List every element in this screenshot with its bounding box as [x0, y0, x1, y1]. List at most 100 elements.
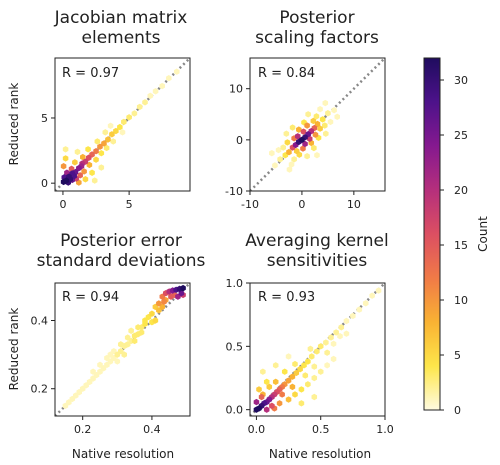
hexbin-cell	[289, 373, 296, 380]
hexbin-cell	[300, 128, 307, 135]
x-tick-label: -10	[241, 198, 259, 211]
hexbin-cell	[161, 298, 167, 305]
hexbin-cell	[314, 120, 321, 128]
hexbin-cell	[356, 306, 363, 313]
hexbin-cell	[305, 358, 311, 365]
hexbin-cell	[60, 163, 67, 170]
hexbin-cell	[311, 144, 317, 152]
hexbin-cell	[302, 372, 309, 379]
hexbin-cell	[280, 144, 286, 151]
panel-title-line1: Posterior	[279, 8, 354, 28]
hexbin-cell	[173, 68, 180, 75]
hexbin-cell	[269, 402, 275, 410]
y-tick-label: 5	[41, 112, 48, 125]
hexbin-cell	[109, 131, 115, 138]
plot-area: 0.2 0.4 0.2 0.4	[31, 282, 191, 436]
hexbin-cell	[107, 351, 114, 358]
y-axis-label: Reduced rank	[7, 308, 21, 391]
hexbin-cell	[97, 361, 103, 369]
hexbin-cell	[131, 337, 138, 345]
x-tick-label: 0.0	[248, 423, 266, 436]
hexbin-cell	[305, 381, 311, 388]
hexbin-layer	[55, 58, 190, 191]
hexbin-cell	[317, 343, 324, 350]
hexbin-cell	[121, 118, 127, 126]
hexbin-cell	[263, 406, 270, 413]
hexbin-cell	[300, 145, 306, 152]
hexbin-layer	[55, 283, 190, 416]
hexbin-cell	[277, 156, 283, 163]
x-tick-label: 1.0	[376, 423, 394, 436]
hexbin-cell	[272, 378, 279, 385]
hexbin-cell	[286, 166, 293, 173]
hexbin-cell	[119, 129, 126, 136]
colorbar-tick-label: 5	[454, 349, 461, 362]
hexbin-cell	[311, 393, 318, 401]
correlation-label: R = 0.94	[62, 290, 119, 305]
hexbin-cell	[343, 317, 350, 325]
hexbin-cell	[89, 169, 95, 176]
hexbin-cell	[312, 131, 319, 138]
hexbin-cell	[72, 159, 78, 166]
y-tick-label: -10	[225, 185, 243, 198]
hexbin-cell	[102, 129, 109, 136]
hexbin-cell	[168, 293, 174, 300]
hexbin-cell	[322, 99, 329, 107]
panel-title-line1: Jacobian matrix	[54, 8, 188, 28]
correlation-label: R = 0.97	[62, 66, 119, 81]
hexbin-cell	[263, 378, 270, 385]
hexbin-cell	[311, 374, 318, 382]
hexbin-cell	[76, 164, 82, 172]
hexbin-cell	[138, 329, 145, 336]
y-tick-label: 0	[236, 134, 243, 147]
hexbin-cell	[317, 125, 323, 132]
plot-area: 0.0 0.5 1.0 0.0 0.5 1.0	[226, 277, 394, 436]
colorbar: 0 5 10 15 20 25 30 Count	[423, 57, 490, 417]
hexbin-cell	[62, 155, 69, 162]
hexbin-cell	[323, 339, 329, 346]
hexbin-cell	[110, 138, 117, 145]
hexbin-cell	[90, 368, 96, 375]
hexbin-cell	[291, 156, 297, 163]
plot-area: -10 0 10 -10 0 10	[225, 57, 386, 211]
plot-frame	[54, 57, 191, 192]
panel-title-line2: standard deviations	[37, 251, 206, 271]
colorbar-tick-label: 25	[454, 129, 468, 142]
hexbin-cell	[302, 140, 308, 148]
y-tick-label: 0.2	[31, 383, 49, 396]
hexbin-cell	[82, 176, 89, 183]
hexbin-cell	[308, 353, 315, 360]
hexbin-cell	[285, 353, 292, 360]
panel-title-line2: scaling factors	[255, 28, 379, 48]
hexbin-cell	[62, 402, 69, 409]
x-tick-label: 0.2	[74, 423, 92, 436]
hexbin-cell	[330, 340, 337, 347]
hexbin-cell	[114, 351, 121, 358]
hexbin-cell	[260, 368, 266, 375]
hexbin-cell	[284, 139, 291, 146]
hexbin-cell	[293, 369, 300, 377]
hexbin-cell	[135, 324, 141, 331]
hexbin-cell	[117, 123, 123, 131]
hexbin-cell	[286, 148, 292, 156]
hexbin-layer	[250, 58, 385, 191]
hexbin-cell	[107, 122, 114, 129]
hexbin-cell	[338, 324, 345, 331]
hexbin-cell	[297, 365, 303, 373]
hexbin-cell	[375, 287, 382, 294]
hexbin-cell	[256, 405, 262, 412]
y-tick-label: 0.0	[226, 404, 244, 417]
plot-frame	[249, 282, 386, 417]
hexbin-cell	[131, 332, 138, 340]
hexbin-cell	[266, 383, 273, 391]
hexbin-cell	[74, 148, 81, 156]
hexbin-cell	[63, 177, 70, 184]
panel-scaling-factors: Posterior scaling factors -10 0 10 -10 0 10 R…	[225, 8, 386, 211]
hexbin-cell	[304, 122, 310, 129]
hexbin-cell	[330, 355, 337, 363]
hexbin-cell	[311, 363, 318, 370]
hexbin-cell	[288, 161, 295, 168]
hexbin-cell	[333, 329, 339, 336]
colorbar-tick-label: 10	[454, 294, 468, 307]
